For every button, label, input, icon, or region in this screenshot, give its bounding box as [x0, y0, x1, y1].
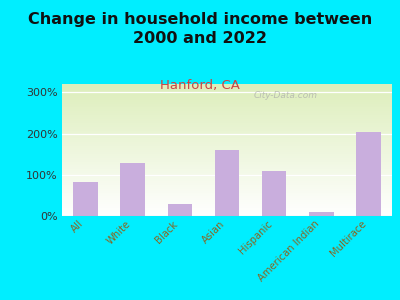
Bar — [262, 171, 286, 216]
Bar — [168, 205, 192, 216]
Text: Change in household income between
2000 and 2022: Change in household income between 2000 … — [28, 12, 372, 46]
Text: Hanford, CA: Hanford, CA — [160, 80, 240, 92]
Bar — [120, 163, 145, 216]
Bar — [356, 132, 381, 216]
Text: City-Data.com: City-Data.com — [254, 91, 318, 100]
Bar — [73, 182, 98, 216]
Bar — [309, 212, 334, 216]
Bar — [215, 150, 239, 216]
